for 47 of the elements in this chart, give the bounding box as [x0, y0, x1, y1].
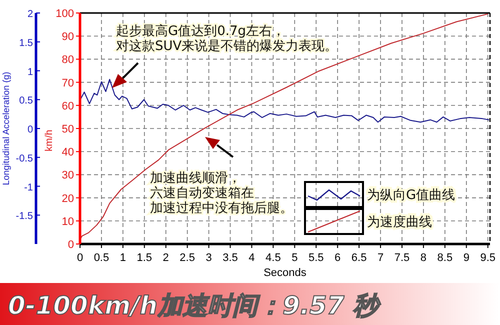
- x-tick-label: 9: [463, 252, 470, 264]
- y2-tick-label: 20: [62, 192, 74, 205]
- y-tick-label: -0.5: [16, 153, 34, 164]
- x-tick-label: 5.5: [308, 252, 324, 264]
- x-tick-label: 3.5: [222, 252, 238, 264]
- y2-tick-label: 80: [62, 54, 74, 66]
- y2-tick-label: 40: [62, 146, 74, 159]
- y2-tick-label: 100: [56, 8, 74, 20]
- x-axis-title: Seconds: [264, 267, 307, 279]
- y-tick-label: 2: [27, 9, 34, 20]
- y-tick-label: 1.5: [19, 38, 34, 49]
- x-tick-label: 2.5: [180, 252, 195, 264]
- y2-tick-label: 0: [68, 239, 74, 251]
- line-series: [80, 78, 490, 123]
- line-series: [80, 13, 488, 240]
- y-tick-label: 1: [27, 66, 34, 78]
- x-tick-label: 6.5: [351, 252, 367, 264]
- x-tick-label: 9.5: [480, 252, 496, 264]
- x-tick-label: 1: [120, 252, 126, 264]
- x-tick-label: 7: [377, 252, 384, 264]
- y2-axis-title: km/h: [44, 130, 55, 152]
- y-tick-label: 0: [27, 124, 34, 136]
- y-axis-title: Longitudinal Acceleration (g): [1, 72, 11, 186]
- y2-tick-label: 30: [62, 170, 74, 182]
- annotation: 加速曲线顺滑，六速自动变速箱在加速过程中没有拖后腿。: [150, 171, 293, 216]
- y-tick-label: -1: [24, 182, 34, 194]
- x-tick-label: 8.5: [437, 252, 453, 264]
- x-tick-label: 3: [206, 252, 212, 264]
- x-tick-label: 4.5: [266, 252, 281, 264]
- y2-tick-label: 10: [62, 216, 74, 228]
- y-tick-label: 0.5: [19, 96, 34, 107]
- x-tick-label: 7.5: [394, 252, 410, 264]
- y2-tick-label: 50: [62, 124, 74, 136]
- x-tick-label: 0.5: [94, 252, 110, 264]
- y2-tick-label: 90: [62, 31, 74, 44]
- text: 0-100km/h加速时间：9.57 秒: [8, 291, 381, 320]
- y-tick-label: -1.5: [16, 211, 34, 222]
- x-tick-label: 6: [334, 252, 341, 264]
- y2-tick-label: 70: [62, 77, 74, 90]
- annotation: 起步最高G值达到0.7g左右，对这款SUV来说是不错的爆发力表现。: [116, 23, 338, 54]
- x-tick-label: 5: [292, 252, 298, 264]
- x-tick-label: 0: [76, 252, 84, 264]
- y2-tick-label: 60: [62, 100, 74, 112]
- x-tick-label: 1.5: [136, 252, 152, 264]
- x-tick-label: 2: [162, 252, 169, 264]
- x-tick-label: 8: [420, 252, 427, 264]
- x-tick-label: 4: [248, 252, 255, 264]
